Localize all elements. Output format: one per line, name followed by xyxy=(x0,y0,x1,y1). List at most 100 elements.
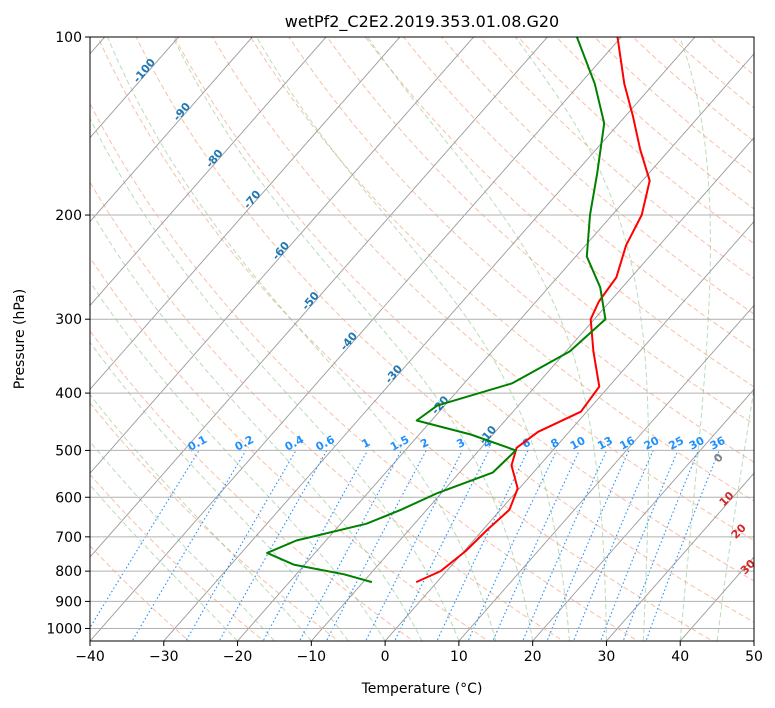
y-tick-label: 1000 xyxy=(46,621,82,637)
y-tick-label: 200 xyxy=(55,208,82,224)
mixing-ratio-line xyxy=(522,450,608,641)
moist-adiabat-label: 20 xyxy=(729,521,749,541)
x-tick-label: −20 xyxy=(223,649,253,665)
x-axis-label: Temperature (°C) xyxy=(361,681,483,697)
y-tick-label: 900 xyxy=(55,594,82,610)
isotherm xyxy=(90,37,475,474)
x-tick-label: 40 xyxy=(671,649,689,665)
isotherm xyxy=(384,220,754,641)
pressure-gridlines xyxy=(90,36,754,629)
dewpoint-profile-line xyxy=(266,37,607,584)
mixing-ratio-line xyxy=(600,450,679,641)
mixing-ratio-line xyxy=(645,450,720,641)
dry-adiabat xyxy=(211,37,754,542)
mixing-ratio-label: 16 xyxy=(617,434,637,453)
y-tick-label: 300 xyxy=(55,312,82,328)
isotherm xyxy=(605,472,754,641)
mixing-ratio-label: 20 xyxy=(642,434,662,453)
mixing-ratio-label: 10 xyxy=(568,434,588,453)
dry-adiabat xyxy=(441,37,754,315)
moist-adiabat xyxy=(90,393,312,641)
dry-adiabat xyxy=(555,37,754,210)
mixing-ratio-line xyxy=(436,450,529,641)
y-tick-label: 400 xyxy=(55,386,82,402)
isotherm-label: -50 xyxy=(299,289,322,313)
moist-adiabat-label: 40 xyxy=(753,586,773,606)
dry-adiabat xyxy=(173,37,754,582)
dry-adiabat xyxy=(90,102,639,641)
background-lines xyxy=(90,37,754,641)
temperature-profile-line xyxy=(415,37,651,584)
moist-adiabat xyxy=(90,440,275,641)
mixing-ratio-line xyxy=(90,450,200,629)
mixing-ratio-line xyxy=(218,450,328,641)
isotherm xyxy=(310,136,754,641)
isotherm xyxy=(90,37,253,223)
moist-adiabat xyxy=(90,341,349,641)
mixing-ratio-line xyxy=(365,450,463,641)
mixing-ratio-line xyxy=(546,450,630,641)
y-axis: 100 200 300 400 500 600 700 800 900 1000 xyxy=(46,30,90,637)
mixing-ratio-line xyxy=(572,450,654,641)
isotherm xyxy=(90,37,401,391)
x-tick-label: −10 xyxy=(297,649,327,665)
dry-adiabat xyxy=(403,37,754,351)
mixing-ratio-line xyxy=(131,450,247,641)
mixing-ratio-label: 3 xyxy=(454,436,467,451)
moist-adiabat xyxy=(679,37,711,641)
moist-adiabat-label: 30 xyxy=(738,557,758,577)
dry-adiabat xyxy=(90,330,415,641)
isotherm xyxy=(532,388,754,641)
moist-adiabat xyxy=(256,37,571,641)
dry-adiabat xyxy=(250,37,754,502)
isotherm xyxy=(679,556,754,641)
y-tick-label: 700 xyxy=(55,530,82,546)
mixing-ratio-label: 30 xyxy=(687,434,707,453)
x-axis: −40 −30 −20 −10 0 10 20 30 40 50 xyxy=(75,641,763,665)
isotherm xyxy=(236,53,754,641)
moist-adiabat xyxy=(90,208,423,641)
dry-adiabat xyxy=(479,37,754,280)
isotherm xyxy=(163,37,696,641)
dry-adiabat xyxy=(708,37,754,76)
mixing-ratio-label: 36 xyxy=(708,434,728,453)
moist-adiabat xyxy=(367,37,607,641)
isotherm xyxy=(90,37,549,558)
profile-lines xyxy=(266,37,651,584)
mixing-ratio-line xyxy=(298,450,402,641)
isotherm-label: -80 xyxy=(203,147,226,171)
moist-adiabat xyxy=(514,37,650,641)
moist-adiabat xyxy=(90,281,386,641)
moist-adiabat xyxy=(90,484,238,641)
isotherm xyxy=(90,37,180,139)
x-tick-label: 0 xyxy=(381,649,390,665)
mixing-ratio-label: 2 xyxy=(418,436,431,451)
moist-adiabat-label: 10 xyxy=(717,489,737,509)
dry-adiabat xyxy=(288,37,754,463)
x-tick-label: 10 xyxy=(450,649,468,665)
mixing-ratio-line xyxy=(467,450,558,641)
mixing-ratio-label: 13 xyxy=(595,434,615,453)
plot-frame xyxy=(89,36,755,642)
y-axis-label: Pressure (hPa) xyxy=(12,289,28,389)
y-tick-label: 500 xyxy=(55,443,82,459)
isotherm-label: -90 xyxy=(170,100,193,124)
y-tick-label: 800 xyxy=(55,564,82,580)
chart-title: wetPf2_C2E2.2019.353.01.08.G20 xyxy=(285,12,559,32)
x-tick-label: 50 xyxy=(745,649,763,665)
dry-adiabat xyxy=(90,545,190,641)
y-tick-label: 600 xyxy=(55,490,82,506)
moist-adiabat xyxy=(107,37,497,641)
x-tick-label: −40 xyxy=(75,649,105,665)
mixing-ratio-line xyxy=(262,450,369,641)
mixing-ratio-label: 25 xyxy=(666,434,686,453)
mixing-ratio-line xyxy=(492,450,580,641)
isotherm-label: -30 xyxy=(382,362,405,386)
moist-adiabat xyxy=(716,385,754,641)
moist-adiabat xyxy=(90,117,460,641)
x-tick-label: 30 xyxy=(598,649,616,665)
isotherm xyxy=(458,304,754,641)
x-tick-label: −30 xyxy=(149,649,179,665)
x-tick-label: 20 xyxy=(524,649,542,665)
